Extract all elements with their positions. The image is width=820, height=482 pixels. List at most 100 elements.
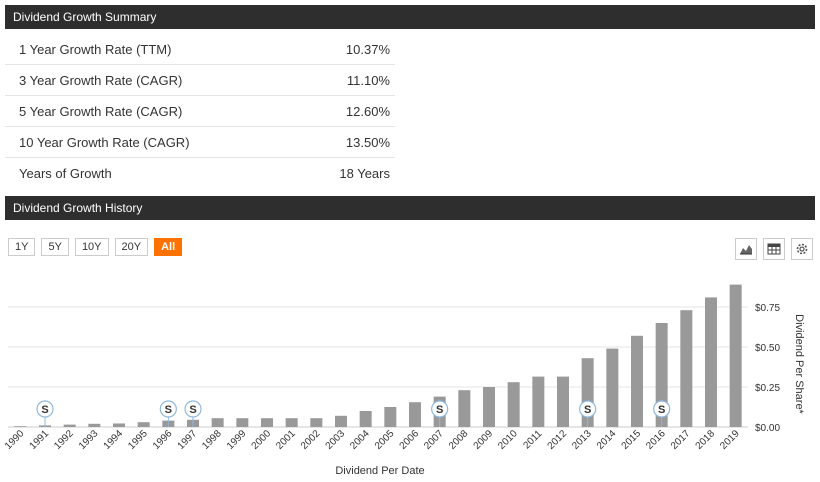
dividend-history-chart: S S S S S S $0.00 $0.25 $0.50 $0.75 1990 1991 1992… — [3, 284, 805, 477]
y-tick-label: $0.75 — [755, 303, 780, 314]
split-marker-label: S — [165, 404, 172, 416]
range-button-10y[interactable]: 10Y — [74, 238, 109, 256]
summary-value: 18 Years — [339, 166, 390, 181]
bar-2015[interactable] — [631, 335, 643, 427]
bar-2012[interactable] — [557, 376, 569, 427]
bar-2008[interactable] — [458, 390, 471, 427]
bar-1999[interactable] — [236, 418, 249, 427]
summary-row: Years of Growth 18 Years — [5, 158, 395, 189]
y-tick-label: $0.00 — [755, 423, 780, 434]
range-button-20y[interactable]: 20Y — [114, 238, 149, 256]
summary-header: Dividend Growth Summary — [5, 5, 815, 29]
x-tick-label: 1992 — [52, 428, 76, 452]
x-tick-label: 2006 — [398, 428, 422, 452]
x-tick-label: 2005 — [373, 428, 397, 452]
bar-2005[interactable] — [384, 407, 397, 427]
x-tick-label: 2010 — [496, 428, 520, 452]
split-marker[interactable]: S — [36, 400, 54, 427]
bar-2019[interactable] — [729, 284, 742, 427]
x-tick-label: 1997 — [176, 428, 200, 452]
bar-1995[interactable] — [137, 422, 150, 427]
split-marker[interactable]: S — [431, 400, 449, 427]
summary-label: Years of Growth — [19, 166, 112, 181]
gear-icon — [796, 243, 808, 255]
x-tick-label: 2012 — [546, 428, 570, 452]
bar-1998[interactable] — [211, 418, 224, 427]
area-chart-icon — [740, 245, 752, 255]
split-marker-label: S — [41, 404, 48, 416]
x-tick-label: 2014 — [595, 428, 619, 452]
history-title: Dividend Growth History — [13, 201, 143, 215]
x-tick-label: 2004 — [348, 428, 372, 452]
summary-value: 13.50% — [345, 134, 390, 150]
bar-1994[interactable] — [113, 423, 125, 427]
bar-2006[interactable] — [409, 402, 421, 427]
bar-2004[interactable] — [359, 411, 372, 427]
x-tick-label: 2017 — [669, 428, 693, 452]
split-marker[interactable]: S — [184, 400, 202, 427]
bar-2003[interactable] — [335, 415, 347, 427]
x-tick-label: 2003 — [324, 428, 348, 452]
x-tick-label: 2016 — [644, 428, 668, 452]
split-marker[interactable]: S — [653, 400, 671, 427]
summary-value: 11.10% — [346, 72, 390, 88]
summary-row: 1 Year Growth Rate (TTM) 10.37% — [5, 34, 395, 65]
bar-2010[interactable] — [507, 382, 520, 427]
range-button-5y[interactable]: 5Y — [41, 238, 69, 256]
x-tick-label: 1998 — [200, 428, 224, 452]
range-selector: 1Y 5Y 10Y 20Y All — [8, 238, 183, 256]
bar-1992[interactable] — [63, 424, 76, 427]
range-button-all[interactable]: All — [154, 238, 183, 256]
x-tick-label: 1991 — [28, 428, 52, 452]
bar-2009[interactable] — [483, 387, 495, 427]
summary-value: 12.60% — [345, 103, 390, 119]
settings-button[interactable] — [791, 238, 813, 260]
split-marker[interactable]: S — [159, 400, 177, 427]
summary-value: 10.37% — [345, 41, 390, 57]
y-axis-title: Dividend Per Share* — [793, 314, 805, 414]
x-tick-label: 2002 — [299, 428, 323, 452]
table-view-button[interactable] — [763, 238, 785, 260]
x-tick-label: 2008 — [447, 428, 471, 452]
x-axis-title: Dividend Per Date — [335, 465, 424, 477]
table-icon — [767, 243, 781, 255]
x-tick-label: 1994 — [102, 428, 126, 452]
x-tick-label: 2019 — [718, 428, 742, 452]
bar-2018[interactable] — [705, 297, 717, 427]
x-tick-label: 2001 — [274, 428, 298, 452]
x-tick-label: 1993 — [77, 428, 101, 452]
bar-2014[interactable] — [606, 348, 619, 427]
split-marker-label: S — [584, 404, 591, 416]
range-button-1y[interactable]: 1Y — [8, 238, 36, 256]
summary-table: 1 Year Growth Rate (TTM) 10.37% 3 Year G… — [5, 34, 395, 189]
x-tick-label: 2015 — [620, 428, 644, 452]
split-marker-label: S — [658, 404, 665, 416]
x-tick-label: 2000 — [250, 428, 274, 452]
bar-2000[interactable] — [261, 418, 273, 427]
bar-2002[interactable] — [310, 418, 323, 427]
area-chart-button[interactable] — [735, 238, 757, 260]
split-marker-label: S — [189, 404, 196, 416]
bar-2011[interactable] — [532, 376, 545, 427]
x-tick-label: 1996 — [151, 428, 175, 452]
x-tick-label: 2011 — [521, 428, 544, 451]
x-tick-label: 1999 — [225, 428, 249, 452]
summary-row: 10 Year Growth Rate (CAGR) 13.50% — [5, 127, 395, 158]
summary-label: 1 Year Growth Rate (TTM) — [19, 41, 172, 57]
history-header: Dividend Growth History — [5, 196, 815, 220]
summary-row: 5 Year Growth Rate (CAGR) 12.60% — [5, 96, 395, 127]
x-tick-label: 1995 — [126, 428, 150, 452]
bar-2001[interactable] — [285, 418, 298, 427]
summary-title: Dividend Growth Summary — [13, 10, 157, 24]
summary-label: 3 Year Growth Rate (CAGR) — [19, 72, 183, 88]
split-marker[interactable]: S — [579, 400, 597, 427]
y-tick-label: $0.25 — [755, 383, 780, 394]
x-tick-label: 2007 — [422, 428, 446, 452]
bar-1993[interactable] — [88, 423, 101, 427]
summary-row: 3 Year Growth Rate (CAGR) 11.10% — [5, 65, 395, 96]
y-tick-label: $0.50 — [755, 343, 780, 354]
bar-2017[interactable] — [680, 310, 693, 427]
bar-1990[interactable] — [14, 426, 27, 427]
x-tick-label: 2013 — [570, 428, 594, 452]
x-tick-label: 2018 — [694, 428, 718, 452]
